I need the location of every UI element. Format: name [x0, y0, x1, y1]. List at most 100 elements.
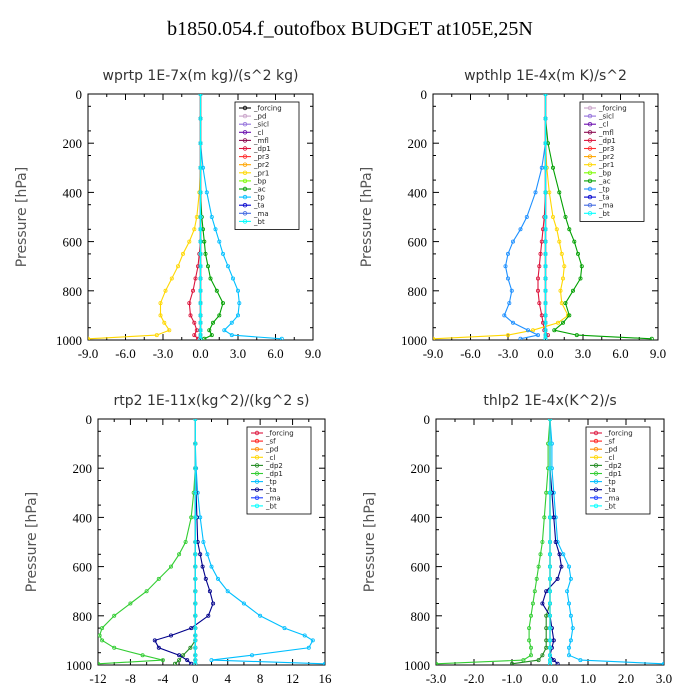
- legend-label-bp: _bp: [253, 177, 267, 185]
- data-point-dp1: [193, 276, 198, 281]
- data-point-pr1: [88, 336, 90, 340]
- data-point-ta: [555, 576, 560, 581]
- data-point-dp1: [537, 264, 542, 269]
- chart-title: wpthlp 1E-4x(m K)/s^2: [464, 68, 627, 84]
- legend-label-bp: _bp: [598, 169, 612, 177]
- data-point-tp: [209, 214, 214, 219]
- legend-label-dp1: _dp1: [604, 470, 622, 478]
- data-point-pr1: [559, 301, 564, 306]
- data-point-ac: [202, 239, 207, 244]
- legend-marker-forcing: [587, 105, 593, 111]
- chart-thlp2: thlp2 1E-4x(K^2)/s Pressure [hPa] 0 200 400 6…: [362, 393, 672, 686]
- data-point-tp: [310, 638, 315, 643]
- y-tick-label: 0: [424, 412, 431, 427]
- y-tick-label: 200: [408, 136, 428, 151]
- x-tick-label: -1.0: [502, 671, 523, 686]
- legend-label-forcing: _forcing: [265, 430, 294, 438]
- y-tick-label: 600: [408, 235, 428, 250]
- data-point-dp2: [544, 645, 549, 650]
- x-tick-label: 4: [224, 671, 231, 686]
- legend-label-pr2: _pr2: [253, 161, 269, 169]
- data-point-tp: [662, 661, 664, 665]
- legend-label-ta: _ta: [265, 486, 277, 494]
- legend-marker-dp1: [593, 471, 599, 476]
- data-point-bt: [547, 466, 552, 471]
- legend-label-dp1: _dp1: [598, 137, 616, 145]
- legend-label-ma: _ma: [598, 202, 614, 210]
- legend-label-sf: _sf: [265, 438, 276, 446]
- legend-label-bt: _bt: [598, 210, 610, 218]
- data-point-pr1: [163, 288, 168, 293]
- legend-marker-bp: [587, 170, 593, 175]
- data-point-tp: [539, 165, 544, 170]
- series-line-pr1: [433, 94, 569, 340]
- data-point-bt: [198, 301, 203, 306]
- data-point-tp: [533, 190, 538, 195]
- data-point-pr1: [180, 251, 185, 256]
- y-axis-label: Pressure [hPa]: [362, 492, 378, 592]
- data-point-ta: [544, 589, 549, 594]
- legend-marker-dp1: [254, 471, 260, 476]
- data-point-tp: [568, 638, 573, 643]
- legend-label-cl: _cl: [253, 129, 263, 137]
- data-point-ac: [563, 301, 568, 306]
- data-point-pr1: [555, 320, 560, 325]
- legend-marker-pr1: [242, 170, 248, 175]
- data-point-dp1: [544, 490, 549, 495]
- legend-marker-cl: [254, 455, 260, 460]
- data-point-bt: [198, 190, 203, 195]
- data-point-tp: [209, 564, 214, 569]
- data-point-ac: [572, 239, 577, 244]
- data-point-dp2: [536, 658, 541, 663]
- data-point-bt: [198, 116, 203, 121]
- x-tick-label: 2.0: [618, 671, 634, 686]
- legend-label-ma: _ma: [265, 494, 281, 502]
- data-point-pr1: [175, 264, 180, 269]
- data-point-pr1: [169, 276, 174, 281]
- data-point-tp: [323, 661, 325, 665]
- data-point-ta: [551, 638, 556, 643]
- legend-label-pr3: _pr3: [253, 153, 269, 161]
- x-tick-label: 8: [257, 671, 264, 686]
- data-point-tp: [222, 328, 227, 333]
- y-tick-label: 200: [411, 461, 431, 476]
- data-point-dp2: [181, 653, 186, 658]
- legend-marker-dp1: [242, 146, 248, 151]
- data-point-dp2: [544, 626, 549, 631]
- data-point-tp: [200, 165, 205, 170]
- legend-marker-ta: [242, 202, 248, 208]
- legend-marker-ta: [587, 194, 593, 200]
- y-tick-label: 1000: [404, 658, 430, 673]
- data-point-bt: [198, 264, 203, 269]
- x-tick-label: -6.0: [115, 346, 136, 361]
- data-point-bt: [547, 638, 552, 643]
- data-point-tp: [209, 658, 214, 663]
- legend-marker-pr3: [242, 154, 248, 159]
- data-point-ta: [200, 564, 205, 569]
- data-point-ac: [210, 320, 215, 325]
- data-point-bt: [543, 288, 548, 293]
- data-point-tp: [230, 276, 235, 281]
- data-point-ta: [152, 638, 157, 643]
- data-point-dp1: [194, 328, 199, 333]
- data-point-tp: [241, 601, 246, 606]
- x-tick-label: 3.0: [575, 346, 591, 361]
- y-tick-label: 1000: [56, 333, 82, 348]
- series-group: [433, 94, 654, 340]
- data-point-dp1: [530, 601, 535, 606]
- data-point-ta: [177, 653, 182, 658]
- data-point-tp: [217, 239, 222, 244]
- data-point-dp1: [187, 301, 192, 306]
- legend-marker-cl: [242, 130, 248, 135]
- data-point-bt: [543, 264, 548, 269]
- chart-wprtp: wprtp 1E-7x(m kg)/(s^2 kg) Pressure [hPa]…: [14, 68, 321, 361]
- data-point-bt: [547, 613, 552, 618]
- legend-marker-bp: [242, 178, 248, 184]
- data-point-bt: [193, 661, 198, 665]
- data-point-bt: [547, 576, 552, 581]
- x-tick-label: 6.0: [612, 346, 628, 361]
- legend-label-bt: _bt: [253, 218, 265, 226]
- legend-marker-ac: [587, 178, 593, 184]
- data-point-bt: [547, 539, 552, 544]
- data-point-pr1: [167, 328, 172, 333]
